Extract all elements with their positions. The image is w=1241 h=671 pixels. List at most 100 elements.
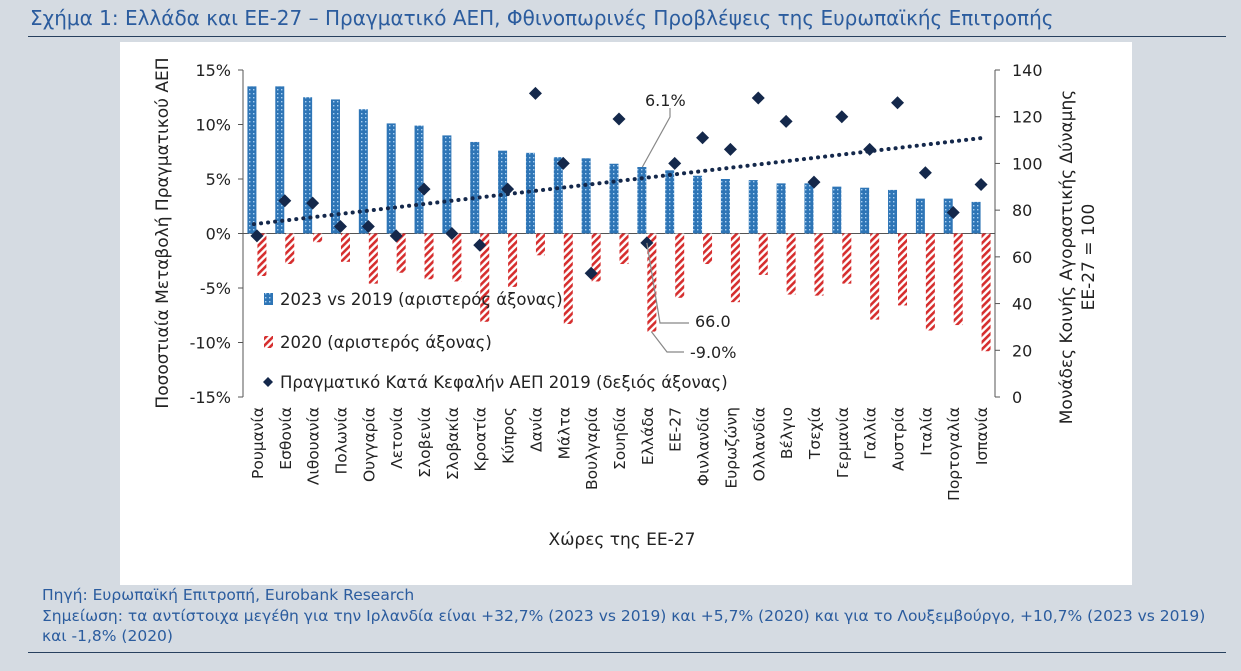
bar-2020 <box>703 233 713 265</box>
right-tick-label: 140 <box>1012 61 1043 80</box>
gdp-per-capita-point <box>946 205 960 219</box>
category-label: Πορτογαλία <box>945 407 963 501</box>
bar-2020 <box>647 233 657 332</box>
category-label: Ευρωζώνη <box>722 407 740 488</box>
bar-2023 <box>414 125 424 234</box>
bar-2023 <box>386 123 396 234</box>
bar-2023 <box>748 180 758 234</box>
category-label: Μάλτα <box>555 407 573 459</box>
right-axis-title-line1: Μονάδες Κοινής Αγοραστικής Δύναμης <box>1057 90 1077 424</box>
greece-2023-leader <box>641 108 671 168</box>
greece-gdp-label: 66.0 <box>695 312 731 331</box>
bar-2023 <box>720 179 730 234</box>
gdp-per-capita-point <box>417 182 431 196</box>
greece-2020-leader <box>650 331 684 353</box>
bar-2020 <box>257 233 267 277</box>
bar-2020 <box>340 233 350 262</box>
gdp-per-capita-point <box>779 114 793 128</box>
bar-2023 <box>832 186 842 234</box>
bar-2020 <box>591 233 601 282</box>
bar-2023 <box>247 86 257 234</box>
bar-2023 <box>442 135 452 234</box>
category-label: Φινλανδία <box>695 407 713 486</box>
category-label: Πολωνία <box>332 407 350 474</box>
bar-2020 <box>758 233 768 275</box>
gdp-per-capita-point <box>807 175 821 189</box>
bar-2023 <box>581 158 591 234</box>
gdp-per-capita-point <box>723 142 737 156</box>
category-label: Ελλάδα <box>639 407 657 465</box>
greece-2023-label: 6.1% <box>645 91 686 110</box>
gdp-per-capita-point <box>501 182 515 196</box>
bar-2023 <box>693 175 703 234</box>
bar-2020 <box>313 233 323 243</box>
bar-2020 <box>981 233 991 352</box>
bar-2020 <box>285 233 295 265</box>
category-label: Ολλανδία <box>750 407 768 481</box>
bar-2020 <box>480 233 490 322</box>
right-axis-title-line2: ΕΕ-27 = 100 <box>1079 204 1099 311</box>
bar-2020 <box>675 233 685 298</box>
right-tick-label: 100 <box>1012 154 1043 173</box>
category-label: Λετονία <box>388 407 406 469</box>
category-label: Γερμανία <box>834 407 852 478</box>
category-label: Αυστρία <box>890 407 908 471</box>
right-tick-label: 80 <box>1012 201 1032 220</box>
legend-gdp-swatch <box>263 377 273 387</box>
chart-title: Σχήμα 1: Ελλάδα και ΕΕ-27 – Πραγματικό Α… <box>30 6 1054 30</box>
source-text: Πηγή: Ευρωπαϊκή Επιτροπή, Eurobank Resea… <box>42 586 415 604</box>
gdp-per-capita-point <box>918 166 932 180</box>
bar-2023 <box>303 97 313 234</box>
legend-2020-swatch <box>264 336 273 348</box>
bar-2020 <box>730 233 740 303</box>
category-label: Δανία <box>527 407 545 452</box>
right-tick-label: 60 <box>1012 248 1032 267</box>
gdp-per-capita-point <box>891 96 905 110</box>
right-tick-label: 120 <box>1012 108 1043 127</box>
category-label: Λιθουανία <box>305 407 323 485</box>
category-label: Βουλγαρία <box>583 407 601 490</box>
gdp-per-capita-point <box>361 219 375 233</box>
gdp-per-capita-point <box>445 227 459 240</box>
left-axis-title: Ποσοστιαία Μεταβολή Πραγματικού ΑΕΠ <box>153 57 173 408</box>
greece-2020-label: -9.0% <box>690 343 736 362</box>
bar-2023 <box>776 183 786 234</box>
bar-2020 <box>396 233 406 273</box>
gdp-per-capita-point <box>668 156 682 170</box>
legend-2023-label: 2023 vs 2019 (αριστερός άξονας) <box>280 290 563 309</box>
bar-2023 <box>888 189 898 234</box>
right-tick-label: 40 <box>1012 295 1032 314</box>
bar-2023 <box>358 109 368 234</box>
bar-2023 <box>330 99 340 234</box>
trend-line <box>251 135 987 227</box>
gdp-per-capita-point <box>306 196 320 210</box>
bar-2023 <box>498 150 508 234</box>
bar-2020 <box>508 233 518 287</box>
bar-2023 <box>553 157 563 234</box>
category-label: Σλοβενία <box>416 407 434 478</box>
category-label: Εσθονία <box>277 407 295 470</box>
left-tick-label: -10% <box>190 334 231 353</box>
bar-2023 <box>804 183 814 234</box>
bar-2023 <box>943 198 953 234</box>
category-label: ΕΕ-27 <box>667 407 685 452</box>
category-label: Ιταλία <box>917 407 935 456</box>
gdp-per-capita-point <box>250 229 264 243</box>
category-label: Ουγγαρία <box>360 407 378 482</box>
bar-2020 <box>814 233 824 296</box>
bar-2020 <box>368 233 378 284</box>
bar-2020 <box>424 233 434 280</box>
gdp-per-capita-point <box>278 194 292 208</box>
footer-divider <box>28 652 1226 653</box>
legend-2023-swatch <box>264 293 273 305</box>
bar-2023 <box>470 141 480 234</box>
bar-2023 <box>275 86 285 234</box>
bar-2020 <box>786 233 796 295</box>
bar-2020 <box>898 233 908 306</box>
bar-2023 <box>637 167 647 234</box>
left-tick-label: 10% <box>195 116 231 135</box>
note-text: Σημείωση: τα αντίστοιχα μεγέθη για την Ι… <box>42 607 1206 645</box>
gdp-per-capita-point <box>612 112 626 126</box>
bar-2020 <box>842 233 852 284</box>
